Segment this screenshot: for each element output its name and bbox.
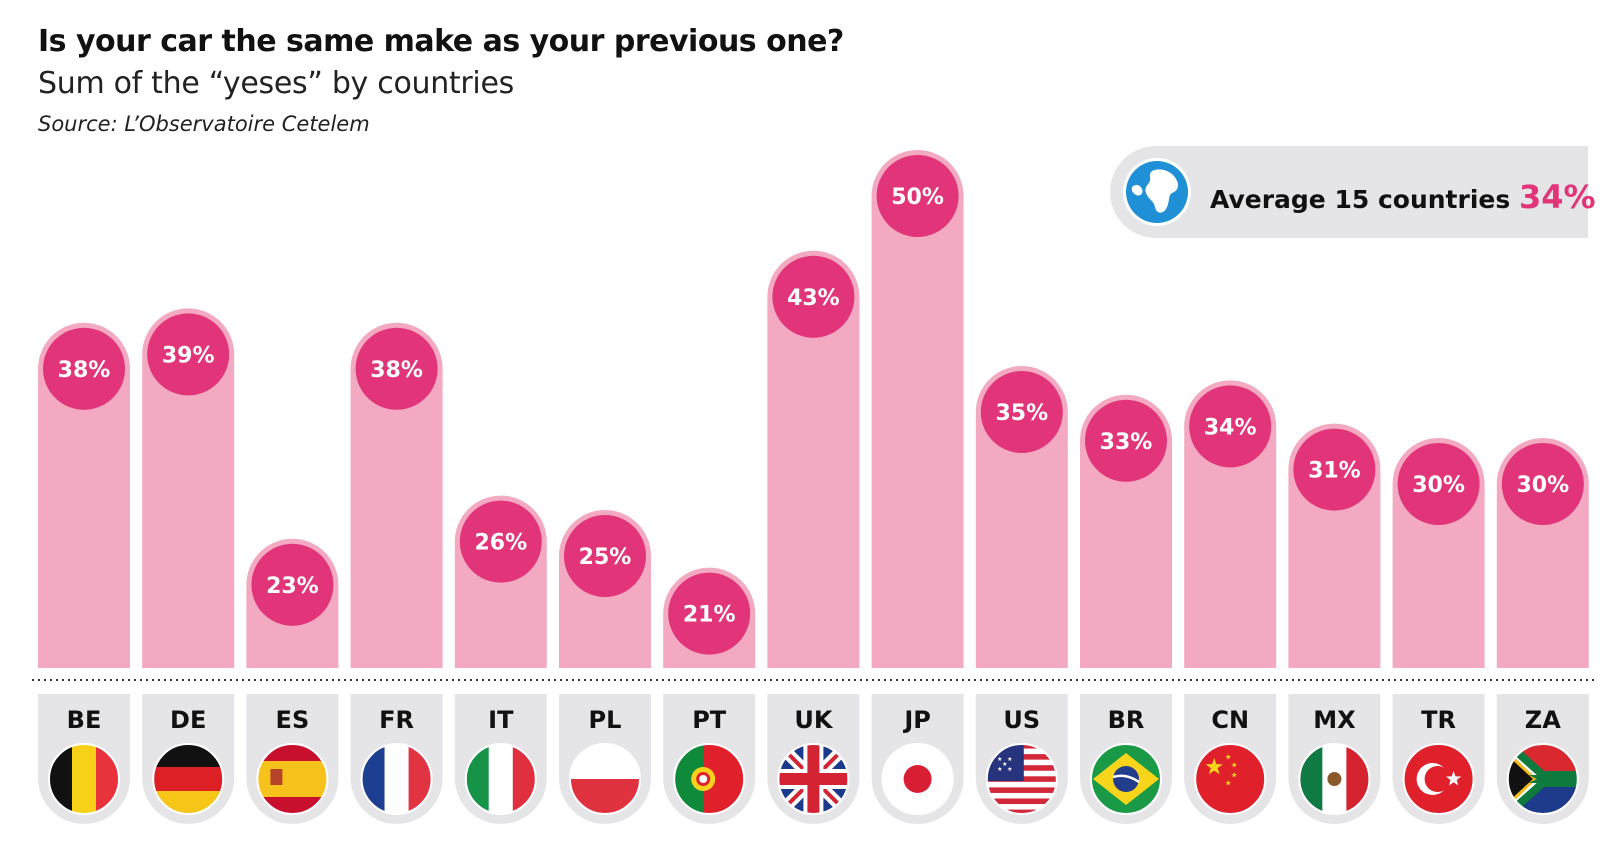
data-label-pt: 21% xyxy=(683,603,736,628)
usa-flag-icon xyxy=(985,743,1058,815)
data-label-us: 35% xyxy=(995,401,1048,426)
brazil-flag-icon xyxy=(1090,743,1162,815)
average-label: Average 15 countries 34% xyxy=(1210,178,1596,216)
tick-label-pt: PT xyxy=(692,706,727,734)
data-label-be: 38% xyxy=(58,358,111,383)
data-label-br: 33% xyxy=(1100,430,1153,455)
value-bubble-cn xyxy=(1189,385,1272,468)
country-tabs-group: BE DE ES FR IT PL PT UK JP US BR CN MX TR ZA xyxy=(38,694,1589,824)
value-bubble-it xyxy=(459,500,542,583)
tick-label-be: BE xyxy=(67,706,102,734)
spain-flag-icon xyxy=(256,743,329,815)
poland-flag-icon xyxy=(569,743,641,815)
tick-label-uk: UK xyxy=(794,706,833,734)
value-bubble-de xyxy=(147,313,230,396)
france-flag-icon xyxy=(360,743,433,815)
average-value: 34% xyxy=(1518,178,1596,216)
value-bubble-be xyxy=(43,327,125,410)
globe-icon xyxy=(1123,158,1191,226)
japan-flag-icon xyxy=(881,743,954,815)
value-bubble-pl xyxy=(564,515,646,597)
tick-label-jp: JP xyxy=(902,706,931,734)
data-label-mx: 31% xyxy=(1308,459,1361,484)
chart-title: Is your car the same make as your previo… xyxy=(38,24,844,59)
value-bubble-jp xyxy=(876,155,959,237)
italy-flag-icon xyxy=(464,743,537,815)
average-text: Average 15 countries xyxy=(1210,185,1511,214)
data-label-de: 39% xyxy=(162,343,215,368)
tick-label-fr: FR xyxy=(379,706,414,734)
tick-label-it: IT xyxy=(488,706,514,734)
value-bubble-uk xyxy=(772,255,855,338)
tick-label-cn: CN xyxy=(1211,706,1249,734)
data-label-pl: 25% xyxy=(579,545,632,570)
value-bubble-mx xyxy=(1293,428,1376,511)
turkey-flag-icon xyxy=(1402,743,1475,815)
data-label-cn: 34% xyxy=(1204,415,1257,440)
portugal-flag-icon xyxy=(673,743,746,815)
tick-label-mx: MX xyxy=(1313,706,1356,734)
tick-label-tr: TR xyxy=(1421,706,1456,734)
data-label-it: 26% xyxy=(474,531,527,556)
bar-jp xyxy=(871,150,964,668)
value-bubble-br xyxy=(1085,399,1167,482)
bar-be xyxy=(38,322,130,668)
value-bubble-us xyxy=(980,371,1063,453)
data-label-fr: 38% xyxy=(370,358,423,383)
tick-label-es: ES xyxy=(276,706,310,734)
value-bubble-fr xyxy=(355,327,438,410)
value-bubble-tr xyxy=(1397,443,1480,525)
value-bubble-pt xyxy=(668,572,751,655)
tick-label-pl: PL xyxy=(589,706,622,734)
germany-flag-icon xyxy=(152,743,225,815)
bar-uk xyxy=(767,250,860,668)
tick-label-za: ZA xyxy=(1525,706,1561,734)
bars-group: 38% 39% 23% 38% 26% 25% 21% 43% 50% 35% 33% 34% 31% 3… xyxy=(38,150,1589,668)
data-label-uk: 43% xyxy=(787,286,840,311)
data-label-jp: 50% xyxy=(891,185,944,210)
bar-de xyxy=(142,308,235,668)
china-flag-icon xyxy=(1194,743,1267,815)
value-bubble-za xyxy=(1501,443,1584,525)
mexico-flag-icon xyxy=(1298,743,1371,815)
data-label-tr: 30% xyxy=(1412,473,1465,498)
uk-flag-icon xyxy=(777,743,850,815)
data-label-za: 30% xyxy=(1516,473,1569,498)
belgium-flag-icon xyxy=(48,743,120,815)
data-label-es: 23% xyxy=(266,574,319,599)
tick-label-us: US xyxy=(1003,706,1040,734)
tick-label-br: BR xyxy=(1108,706,1145,734)
tick-label-de: DE xyxy=(170,706,206,734)
chart-subtitle: Sum of the “yeses” by countries xyxy=(38,66,514,101)
value-bubble-es xyxy=(251,543,334,626)
south-africa-flag-icon xyxy=(1506,743,1579,815)
chart-source: Source: L’Observatoire Cetelem xyxy=(38,112,370,136)
bar-fr xyxy=(350,322,443,668)
